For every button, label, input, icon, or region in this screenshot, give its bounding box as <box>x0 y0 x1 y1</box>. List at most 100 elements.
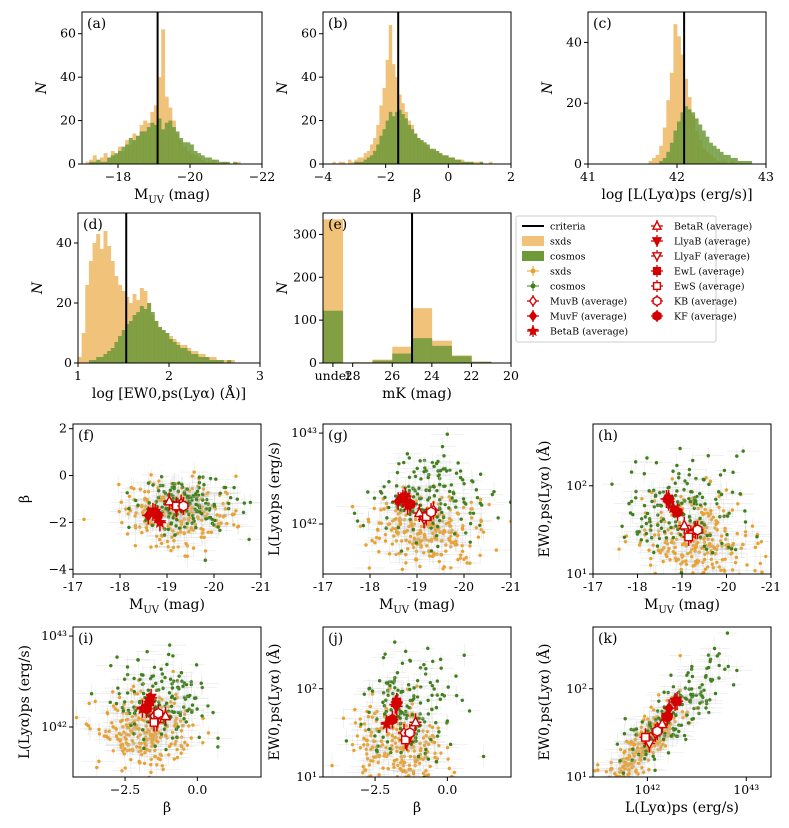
data-point-cosmos <box>382 484 386 489</box>
histogram-bar-sxds <box>351 161 355 164</box>
histogram-bar-cosmos <box>143 309 148 363</box>
histogram-bar-cosmos <box>357 161 361 164</box>
data-point-cosmos <box>700 495 705 500</box>
data-point-cosmos <box>675 500 680 504</box>
histogram-bar-cosmos <box>212 360 217 363</box>
data-point-cosmos <box>464 531 468 535</box>
histogram-bar-cosmos <box>92 360 97 363</box>
data-point-sxds <box>377 536 382 540</box>
data-point-cosmos <box>169 522 173 526</box>
data-point-cosmos <box>662 530 667 534</box>
histogram-bar-cosmos <box>147 303 152 363</box>
data-point-cosmos <box>659 519 663 524</box>
data-point-cosmos <box>242 501 247 505</box>
data-point-sxds <box>721 509 726 513</box>
data-point-cosmos <box>718 515 722 519</box>
data-point-sxds <box>166 545 170 549</box>
data-point-sxds <box>637 543 642 547</box>
data-point-cosmos <box>639 517 644 521</box>
data-point-sxds <box>192 470 196 474</box>
data-point-cosmos <box>634 496 638 500</box>
average-marker-tri-up-open <box>163 494 176 506</box>
data-point-cosmos <box>177 526 182 530</box>
histogram-bar-cosmos <box>110 348 115 363</box>
data-point-sxds <box>175 747 179 752</box>
data-point-sxds <box>199 535 203 539</box>
data-point-sxds <box>460 549 465 553</box>
data-point-sxds <box>702 537 706 541</box>
data-point-cosmos <box>379 491 384 495</box>
histogram-bar-cosmos <box>165 333 170 363</box>
histogram-bar-cosmos <box>186 142 191 164</box>
data-point-cosmos <box>703 502 707 506</box>
histogram-bar-cosmos <box>158 327 163 363</box>
data-point-cosmos <box>714 497 718 501</box>
data-point-sxds <box>666 528 670 532</box>
data-point-sxds <box>370 538 374 543</box>
histogram-bar-cosmos <box>175 131 180 164</box>
y-axis-label: EW0,ps(Lyα) (Å) <box>535 441 553 558</box>
x-tick-label: -20 <box>454 579 474 594</box>
panel-plot-area <box>85 12 241 164</box>
y-tick-label: 10⁴³ <box>291 425 317 440</box>
data-point-cosmos <box>423 466 427 470</box>
histogram-bar-cosmos <box>420 140 424 164</box>
data-point-cosmos <box>731 470 735 475</box>
data-point-sxds <box>394 530 399 534</box>
data-point-sxds <box>82 517 86 522</box>
data-point-cosmos <box>223 485 228 490</box>
x-tick-label: -20 <box>716 579 736 594</box>
data-point-sxds <box>179 719 183 723</box>
histogram-bar-cosmos <box>139 131 144 164</box>
histogram-bar-sxds <box>666 100 671 164</box>
data-point-sxds <box>234 509 238 513</box>
data-point-cosmos <box>407 456 412 460</box>
data-point-cosmos <box>459 517 463 521</box>
histogram-bar-sxds <box>107 246 112 363</box>
data-point-cosmos <box>710 551 715 555</box>
data-point-cosmos <box>207 508 212 512</box>
histogram-bar-sxds <box>236 161 241 164</box>
data-point-cosmos <box>432 494 437 498</box>
data-point-cosmos <box>475 495 480 500</box>
data-point-cosmos <box>387 480 391 484</box>
data-point-cosmos <box>631 512 635 517</box>
data-point-sxds <box>723 526 727 531</box>
data-point-sxds <box>165 539 170 544</box>
histogram-bar-cosmos <box>407 124 412 164</box>
data-point-sxds <box>404 561 408 565</box>
histogram-bar-cosmos <box>467 161 471 164</box>
data-point-cosmos <box>676 527 680 532</box>
data-point-cosmos <box>160 505 164 509</box>
histogram-bar-cosmos <box>169 339 173 363</box>
axes-frame <box>322 11 512 165</box>
histogram-bar-cosmos <box>154 321 159 363</box>
data-point-cosmos <box>704 547 709 551</box>
histogram-bar-cosmos <box>677 121 681 164</box>
panel-g: -17 -18 -19 -20 -21 10⁴² 10⁴³ (g) MUV (mag) L(Lyα… <box>267 423 521 616</box>
data-point-sxds <box>350 504 355 509</box>
data-point-sxds <box>674 575 677 578</box>
histogram-bar-cosmos <box>448 157 452 164</box>
data-point-cosmos <box>470 478 474 483</box>
data-point-sxds <box>460 543 464 548</box>
panel-plot-area <box>336 427 511 574</box>
data-point-sxds <box>135 692 140 696</box>
average-marker-hex-open <box>426 506 437 519</box>
data-point-sxds <box>693 559 698 564</box>
data-point-cosmos <box>415 466 419 471</box>
data-point-sxds <box>710 538 715 542</box>
data-point-cosmos <box>407 475 412 480</box>
data-point-sxds <box>187 529 191 534</box>
axes-frame <box>322 212 512 364</box>
data-point-cosmos <box>197 510 202 514</box>
data-point-cosmos <box>443 484 447 488</box>
data-point-cosmos <box>405 452 410 456</box>
data-point-cosmos <box>702 544 707 548</box>
x-tick-label: -19 <box>407 579 427 594</box>
histogram-bar-sxds <box>341 161 346 164</box>
data-point-cosmos <box>642 503 647 508</box>
histogram-bar-cosmos <box>435 150 440 164</box>
data-point-sxds <box>456 557 460 562</box>
